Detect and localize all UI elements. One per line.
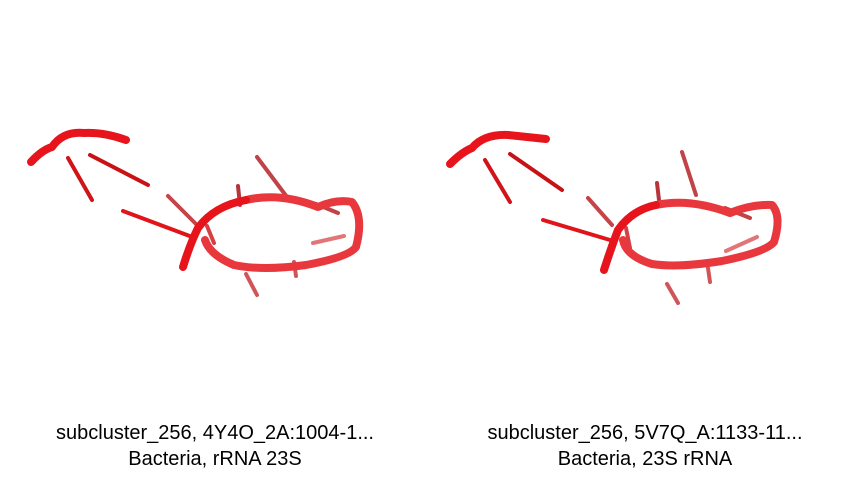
structure-panel-1: subcluster_256, 4Y4O_2A:1004-1... Bacter… <box>0 128 430 472</box>
structure-panel-2: subcluster_256, 5V7Q_A:1133-11... Bacter… <box>430 0 860 480</box>
caption: subcluster_256, 5V7Q_A:1133-11... Bacter… <box>430 420 860 472</box>
structure-title: subcluster_256, 5V7Q_A:1133-11... <box>487 422 803 444</box>
caption: subcluster_256, 4Y4O_2A:1004-1... Bacter… <box>0 420 430 472</box>
rna-structure-image-2 <box>446 130 782 305</box>
structure-subtitle: Bacteria, rRNA 23S <box>128 448 302 470</box>
structure-title: subcluster_256, 4Y4O_2A:1004-1... <box>56 422 374 444</box>
structure-subtitle: Bacteria, 23S rRNA <box>557 448 733 470</box>
rna-structure-image-1 <box>27 128 364 297</box>
